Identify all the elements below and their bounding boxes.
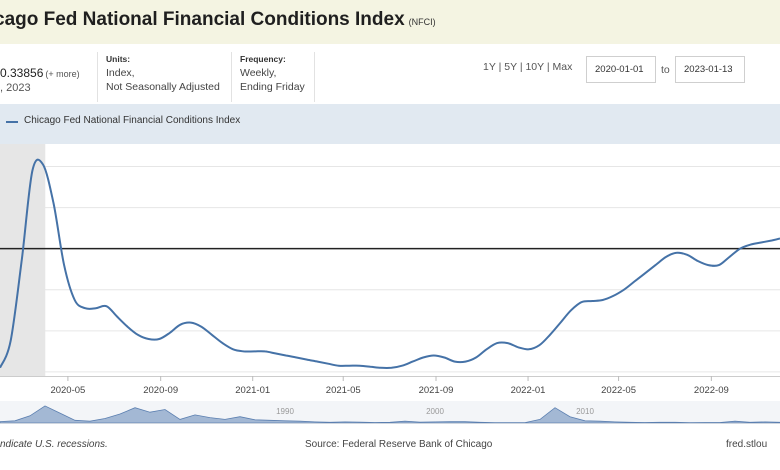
range-selector: 1Y | 5Y | 10Y | Max xyxy=(483,61,572,73)
navigator-year-label: 2000 xyxy=(426,407,444,416)
plot-background xyxy=(0,144,780,377)
chart-canvas[interactable]: 2020-05 2020-09 2021-01 2021-05 2021-09 2022-… xyxy=(0,144,780,434)
fred-link[interactable]: fred.stlou xyxy=(726,439,768,450)
navigator-year-label: 1990 xyxy=(276,407,294,416)
range-separator: | xyxy=(519,61,523,73)
plot-area xyxy=(0,144,780,377)
range-10y-button[interactable]: 10Y xyxy=(525,61,544,73)
navigator-series-area xyxy=(0,405,780,424)
start-date-input[interactable] xyxy=(586,56,656,83)
page-title: cago Fed National Financial Conditions I… xyxy=(0,9,436,31)
range-navigator[interactable]: 1990 2000 2010 xyxy=(0,401,780,424)
info-divider xyxy=(231,52,232,102)
source-note: Source: Federal Reserve Bank of Chicago xyxy=(305,439,493,450)
more-observations-link[interactable]: (+ more) xyxy=(45,69,80,79)
end-date-input[interactable] xyxy=(675,56,745,83)
navigator-year-label: 2010 xyxy=(576,407,594,416)
x-tick-label: 2021-09 xyxy=(419,385,454,396)
range-max-button[interactable]: Max xyxy=(552,61,573,73)
frequency-info: Frequency: Weekly, Ending Friday xyxy=(240,52,305,94)
legend-line-swatch xyxy=(6,121,18,123)
frequency-label: Frequency: xyxy=(240,54,286,64)
x-tick-label: 2022-05 xyxy=(601,385,636,396)
units-line-2: Not Seasonally Adjusted xyxy=(106,81,220,93)
x-tick-label: 2021-01 xyxy=(235,385,270,396)
legend-series-label[interactable]: Chicago Fed National Financial Condition… xyxy=(24,115,241,126)
range-separator: | xyxy=(546,61,550,73)
frequency-line-1: Weekly, xyxy=(240,67,277,79)
range-5y-button[interactable]: 5Y xyxy=(504,61,517,73)
page-title-text: cago Fed National Financial Conditions I… xyxy=(0,9,405,30)
recession-note: ndicate U.S. recessions. xyxy=(0,439,108,450)
x-tick-label: 2021-05 xyxy=(326,385,361,396)
observation-date: , 2023 xyxy=(0,82,31,94)
units-line-1: Index, xyxy=(106,67,135,79)
x-tick-label: 2022-09 xyxy=(694,385,729,396)
units-label: Units: xyxy=(106,54,131,64)
series-code: (NFCI) xyxy=(408,17,436,27)
range-1y-button[interactable]: 1Y xyxy=(483,61,496,73)
info-divider xyxy=(314,52,315,102)
observation-value: 0.33856 xyxy=(0,66,44,80)
range-separator: | xyxy=(498,61,502,73)
x-tick-label: 2020-05 xyxy=(50,385,85,396)
series-info-bar: 0.33856 (+ more) , 2023 Units: Index, Not… xyxy=(0,44,780,104)
latest-observation: 0.33856 (+ more) xyxy=(0,66,80,80)
title-bar: cago Fed National Financial Conditions I… xyxy=(0,0,780,45)
units-info: Units: Index, Not Seasonally Adjusted xyxy=(106,52,220,94)
nfci-series-line[interactable] xyxy=(0,158,780,369)
x-tick-label: 2020-09 xyxy=(143,385,178,396)
x-tick-label: 2022-01 xyxy=(511,385,546,396)
legend-bar: Chicago Fed National Financial Condition… xyxy=(0,104,780,144)
info-divider xyxy=(97,52,98,102)
frequency-line-2: Ending Friday xyxy=(240,81,305,93)
date-range-to-label: to xyxy=(661,64,670,76)
x-axis-ticks: 2020-05 2020-09 2021-01 2021-05 2021-09 2022-… xyxy=(0,376,780,396)
